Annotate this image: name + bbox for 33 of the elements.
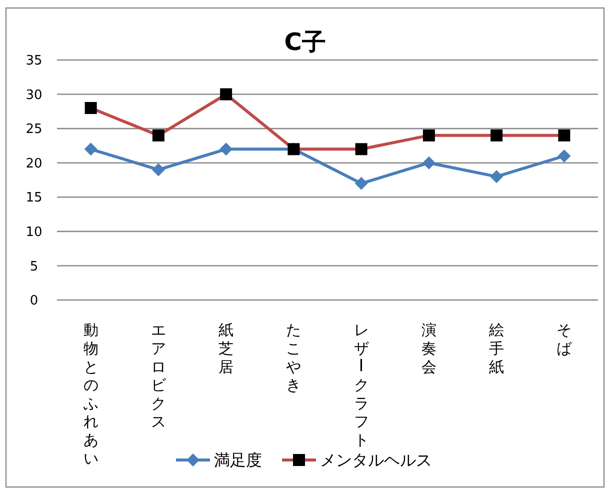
y-tick-label: 25 — [26, 122, 42, 138]
point — [422, 129, 435, 142]
point — [84, 102, 97, 114]
x-tick-label: 動物とのふれあい — [82, 321, 98, 468]
x-tick-label: たこやき — [286, 321, 302, 394]
point — [422, 156, 436, 170]
y-tick-label: 30 — [26, 88, 42, 103]
y-tick-label: 35 — [26, 54, 42, 69]
point — [558, 150, 571, 162]
x-tick-label: エアロビクス — [150, 321, 167, 431]
point — [558, 129, 570, 142]
legend-label: メンタルヘルス — [320, 450, 432, 470]
point — [152, 129, 164, 142]
legend-label: 満足度 — [214, 450, 262, 470]
x-tick-label: そば — [556, 321, 573, 358]
chart-title: C子 — [284, 28, 326, 56]
y-tick-label: 10 — [26, 224, 42, 240]
y-tick-label: 5 — [30, 259, 38, 274]
y-tick-label: 20 — [26, 156, 42, 172]
point — [152, 163, 165, 176]
point — [490, 129, 503, 142]
point — [354, 176, 368, 190]
point — [490, 170, 504, 184]
point — [220, 142, 233, 156]
x-tick-label: 絵手紙 — [488, 321, 504, 376]
x-tick-label: 紙芝居 — [218, 321, 234, 376]
y-tick-label: 15 — [26, 190, 42, 206]
x-tick-label: 演奏会 — [421, 321, 436, 376]
point — [355, 143, 368, 156]
x-tick-label: レザークラフト — [351, 321, 370, 449]
point — [220, 88, 232, 100]
y-tick-label: 0 — [30, 294, 38, 309]
point — [84, 142, 98, 156]
